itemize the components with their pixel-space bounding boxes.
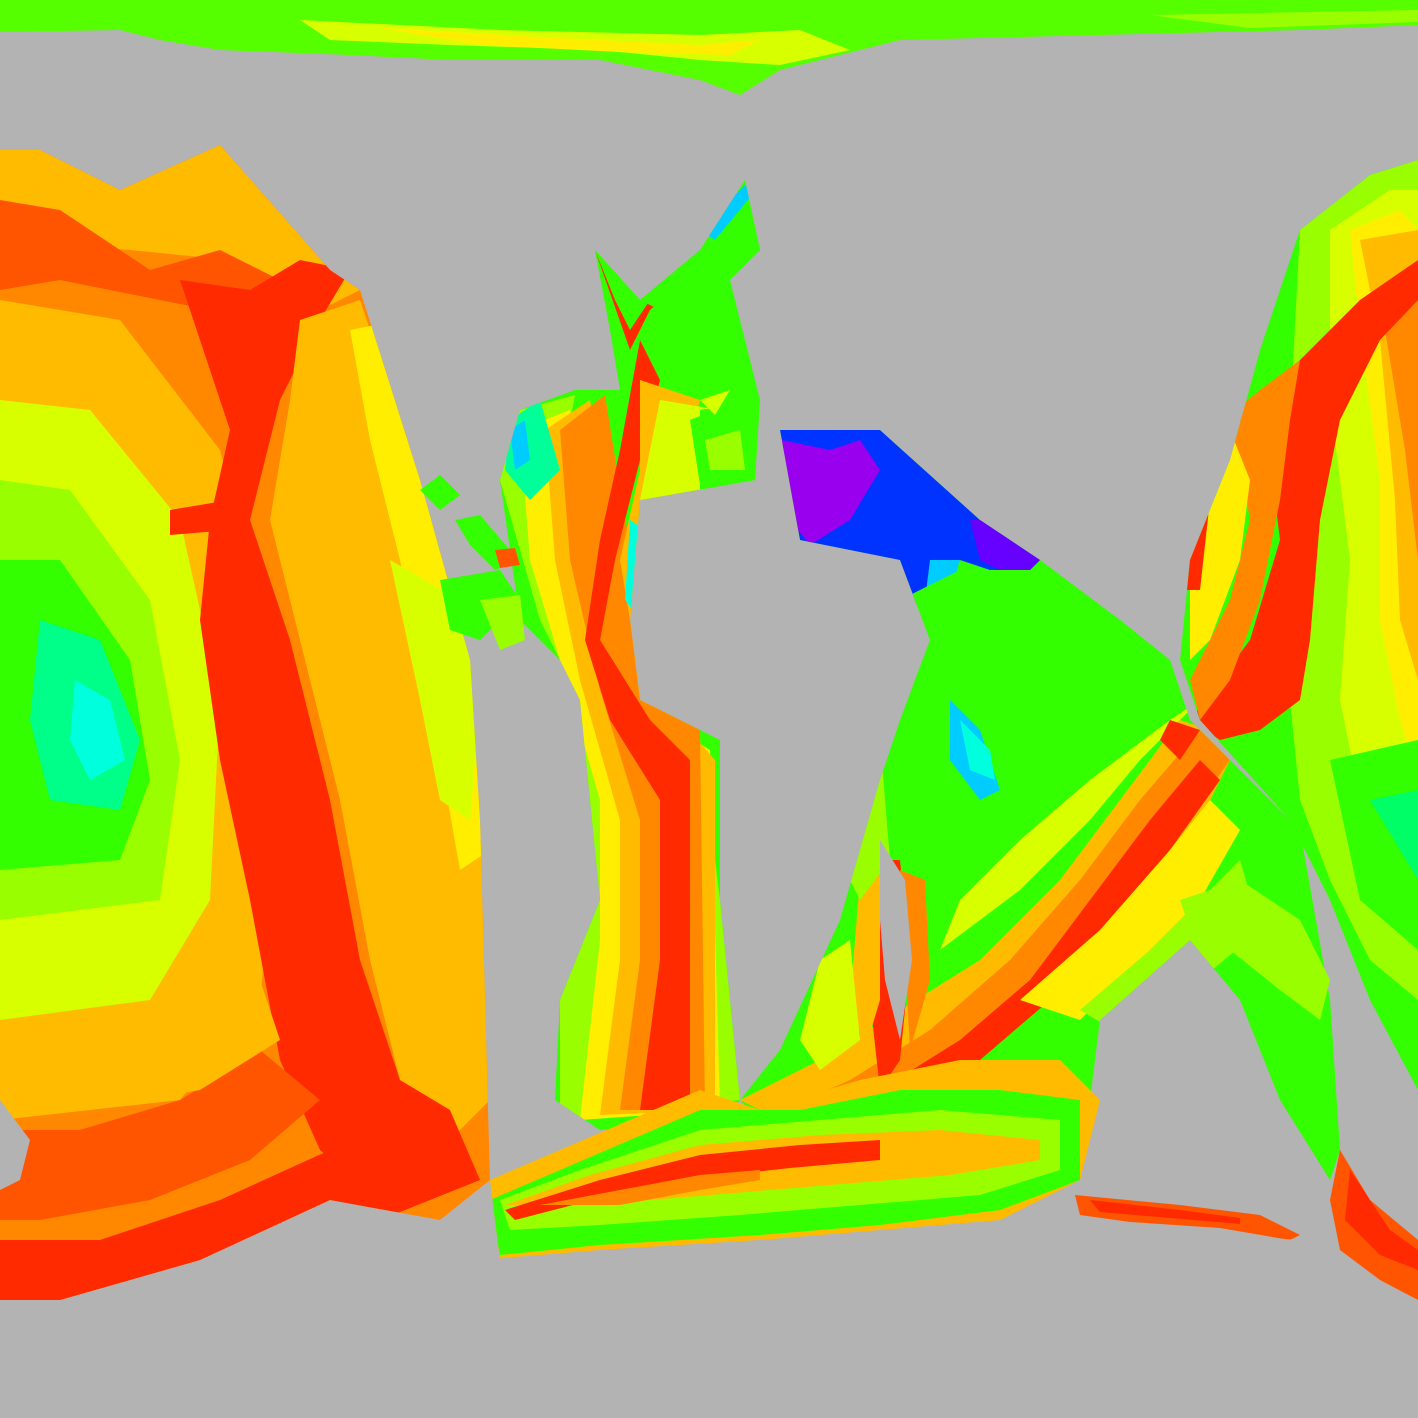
caribbean-sea — [420, 390, 755, 650]
southeast-indian-ridge — [1160, 720, 1330, 1020]
south-pacific-ridge — [1075, 1150, 1418, 1300]
arctic-ocean — [0, 0, 1418, 95]
antarctica-land — [0, 1225, 1418, 1418]
madagascar-island — [880, 840, 912, 1040]
southern-ocean — [490, 1060, 1100, 1260]
